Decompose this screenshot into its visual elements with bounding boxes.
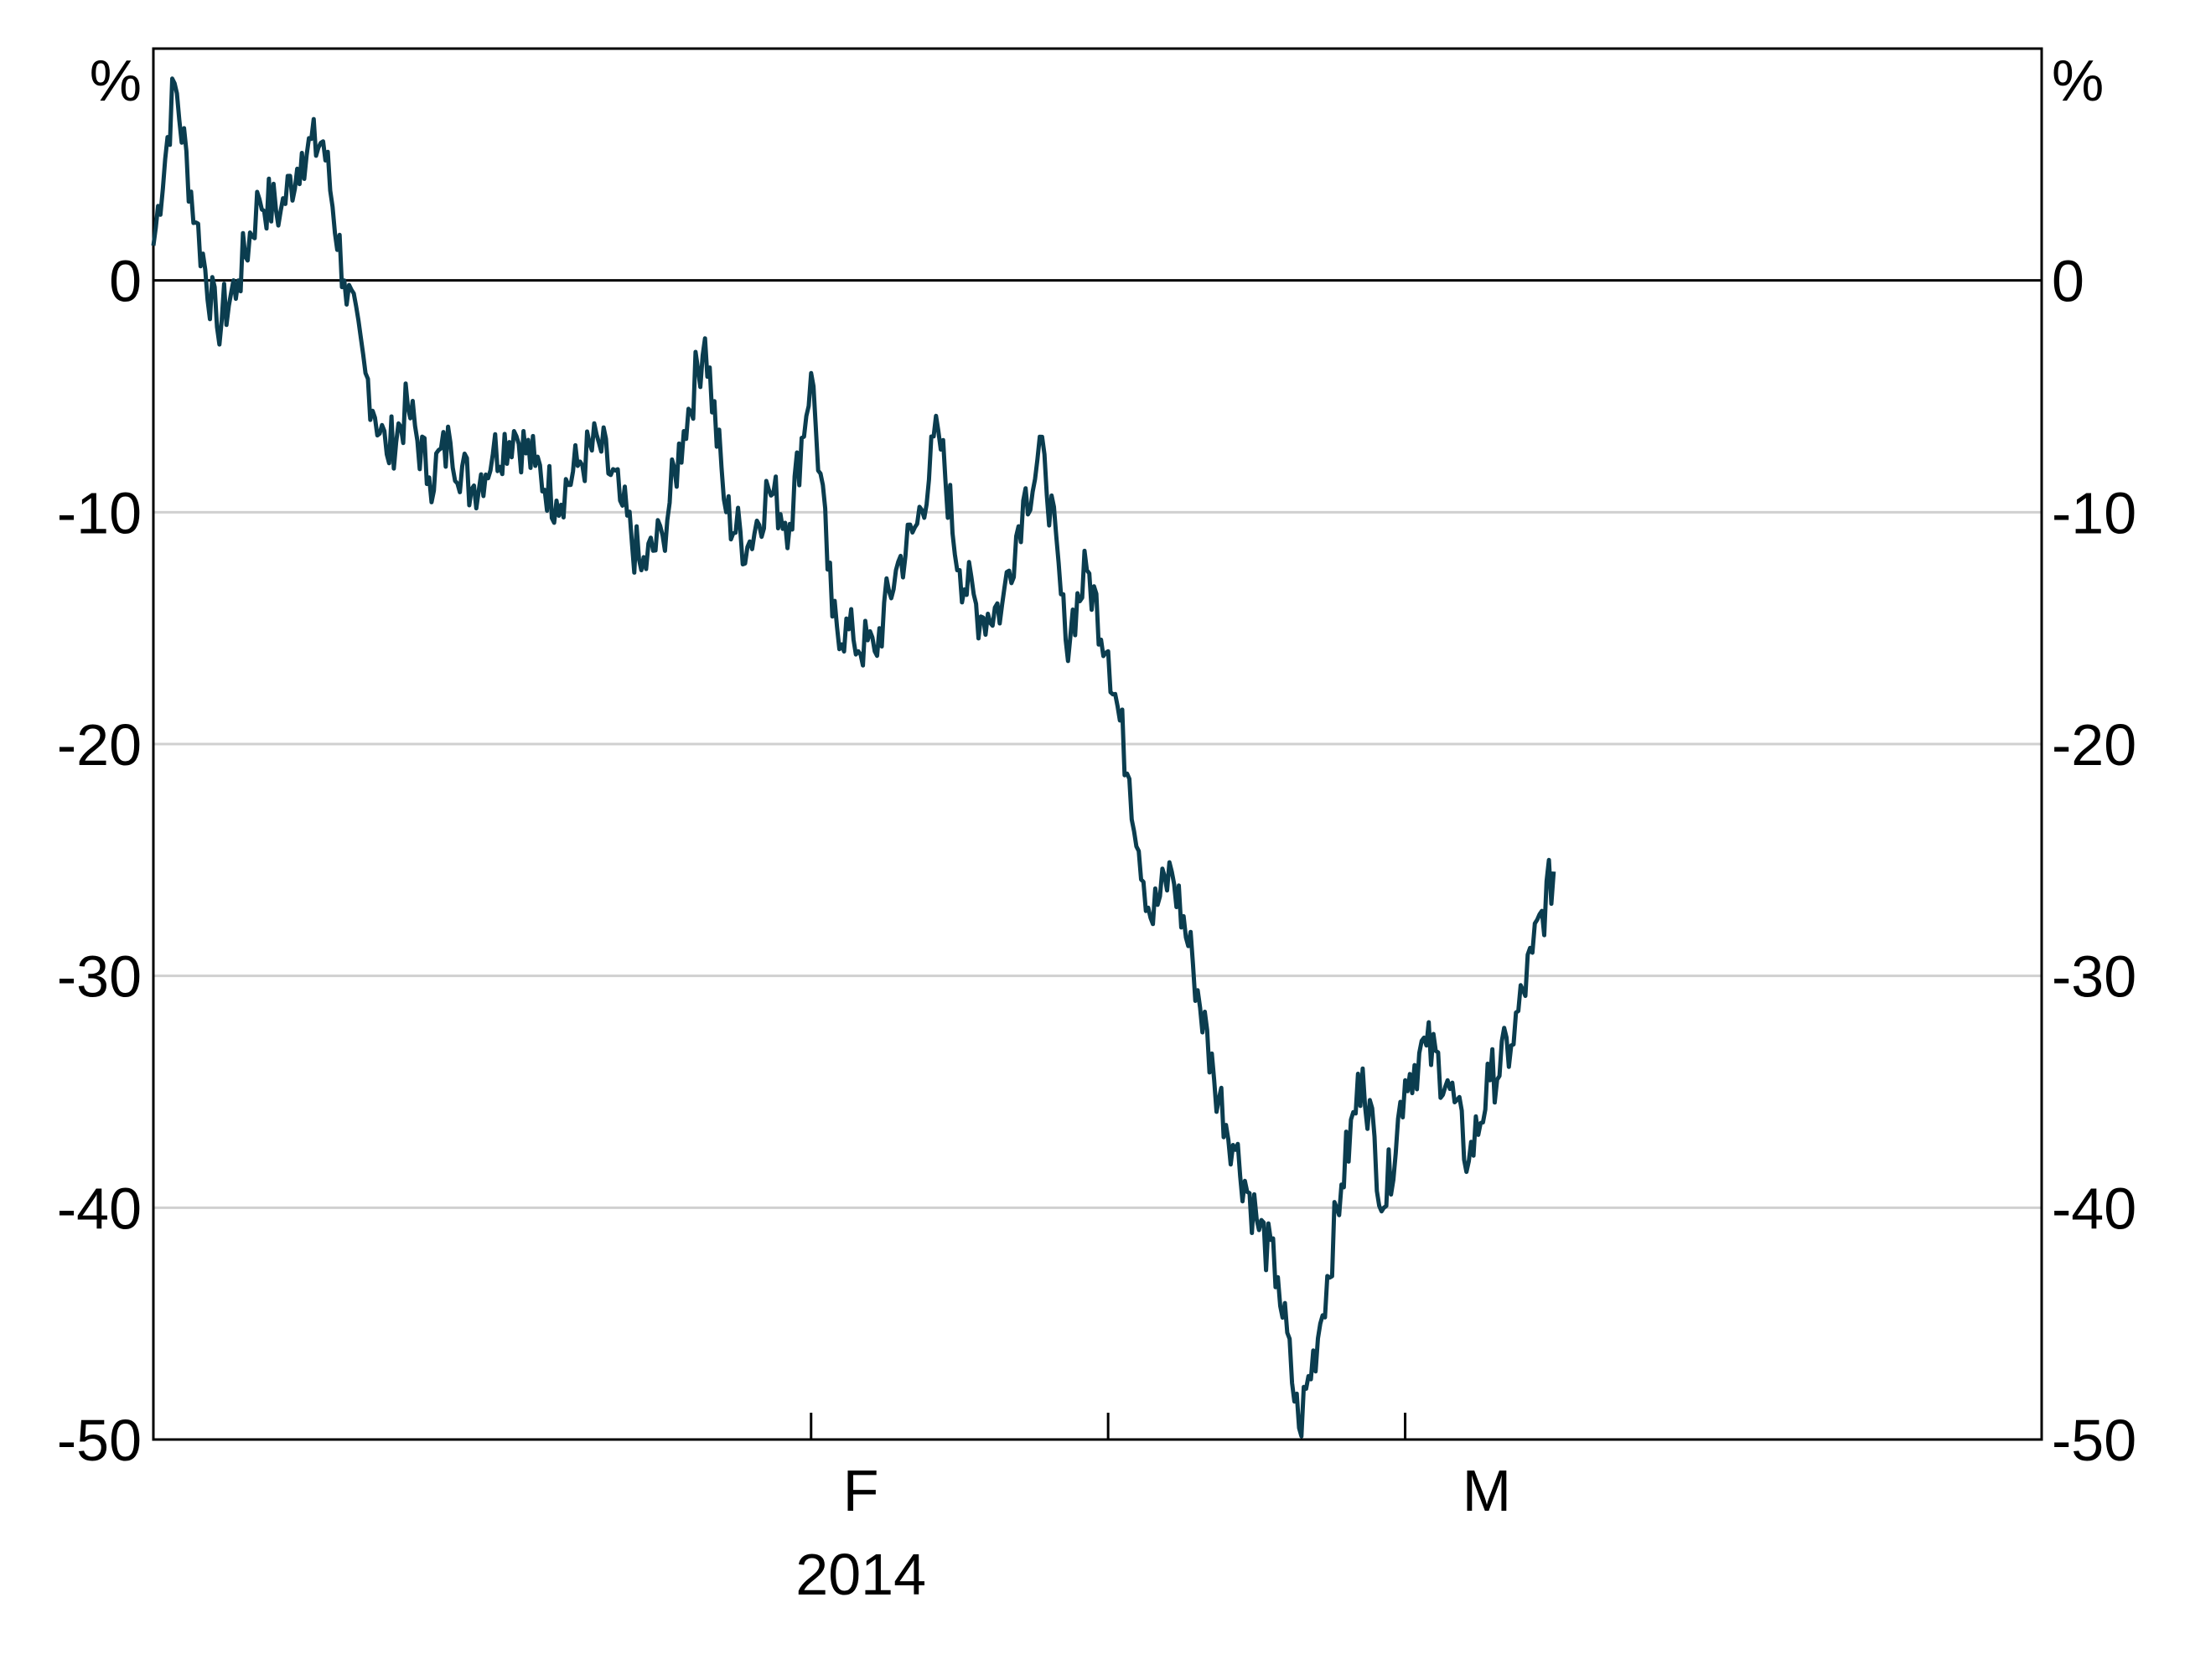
x-tick-label-M: M xyxy=(1463,1458,1511,1523)
series-line xyxy=(151,76,1556,1439)
plot-border xyxy=(152,47,2043,1441)
y-unit-label-left: % xyxy=(90,48,142,113)
y-tick-label-left: -40 xyxy=(57,1176,142,1241)
y-tick-label-right: 0 xyxy=(2052,249,2084,314)
y-tick-label-left: -50 xyxy=(57,1408,142,1473)
y-tick-label-right: -40 xyxy=(2052,1176,2136,1241)
gridlines xyxy=(153,279,2042,1209)
axis-labels: -50 -50 -40 -40 -30 -30 -20 -20 -10 -10 0 0% % F 2014 M xyxy=(57,48,2136,1607)
y-tick-label-left: -10 xyxy=(57,480,142,545)
x-tick-label-F: F xyxy=(843,1458,879,1523)
y-unit-label-right: % xyxy=(2052,48,2104,113)
y-tick-label-right: -50 xyxy=(2052,1408,2136,1473)
y-tick-label-left: -30 xyxy=(57,944,142,1010)
y-tick-label-left: -20 xyxy=(57,712,142,778)
series-layer xyxy=(151,76,1556,1439)
y-tick-label-right: -30 xyxy=(2052,944,2136,1010)
plot-frame xyxy=(152,47,2043,1441)
y-tick-label-right: -20 xyxy=(2052,712,2136,778)
y-tick-label-left: 0 xyxy=(109,249,142,314)
y-tick-label-right: -10 xyxy=(2052,480,2136,545)
x-year-label: 2014 xyxy=(795,1542,926,1607)
